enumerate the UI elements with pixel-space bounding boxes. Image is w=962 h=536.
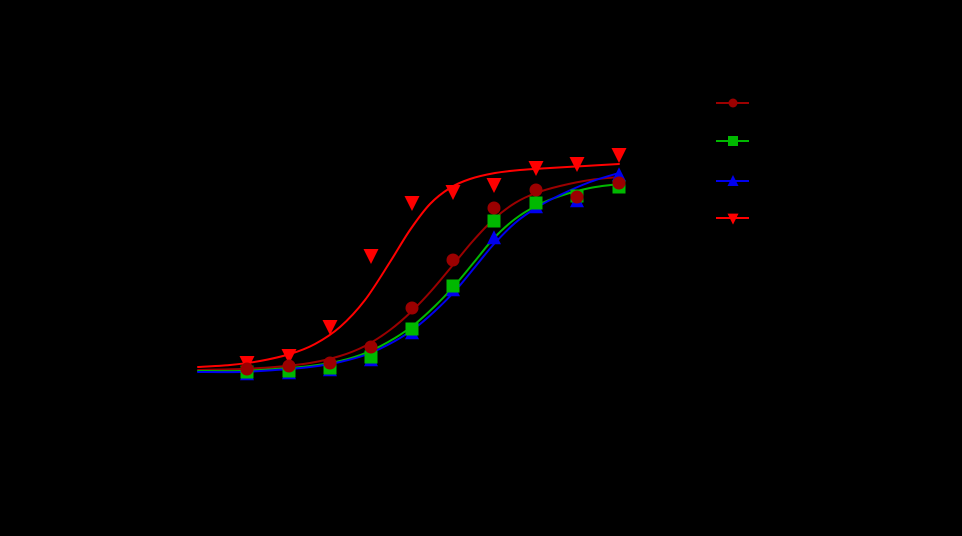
series-2-square-marker [529,196,543,210]
series-3-fit-curve [197,172,620,374]
series-2-square-marker [364,350,378,364]
series-1-fit-curve [197,176,620,371]
series-1-circle-marker [570,190,584,204]
series-4-triangle-down-marker [528,161,544,176]
legend-circle-icon [728,98,738,108]
series-4-triangle-down-marker [445,185,461,200]
series-4-triangle-down-marker [611,148,627,163]
series-1-circle-marker [282,359,296,373]
series-2-square-marker [446,279,460,293]
series-2-square-marker [405,322,419,336]
series-4-triangle-down-marker [281,349,297,364]
series-4-fit-curve [197,163,620,368]
series-4-triangle-down-marker [569,157,585,172]
legend-triangle-down-icon [727,213,739,225]
series-2-square-marker [487,214,501,228]
series-4-triangle-down-marker [322,320,338,335]
series-1-circle-marker [487,201,501,215]
series-1-circle-marker [529,183,543,197]
series-1-circle-marker [323,356,337,370]
series-4-triangle-down-marker [363,249,379,264]
series-1-circle-marker [405,301,419,315]
series-4-triangle-down-marker [486,178,502,193]
series-1-circle-marker [612,176,626,190]
legend-square-icon [728,136,738,146]
series-3-triangle-up-marker [487,230,501,245]
series-1-circle-marker [446,253,460,267]
series-4-triangle-down-marker [404,196,420,211]
series-1-circle-marker [364,340,378,354]
legend-triangle-up-icon [727,174,739,186]
series-1-circle-marker [240,362,254,376]
